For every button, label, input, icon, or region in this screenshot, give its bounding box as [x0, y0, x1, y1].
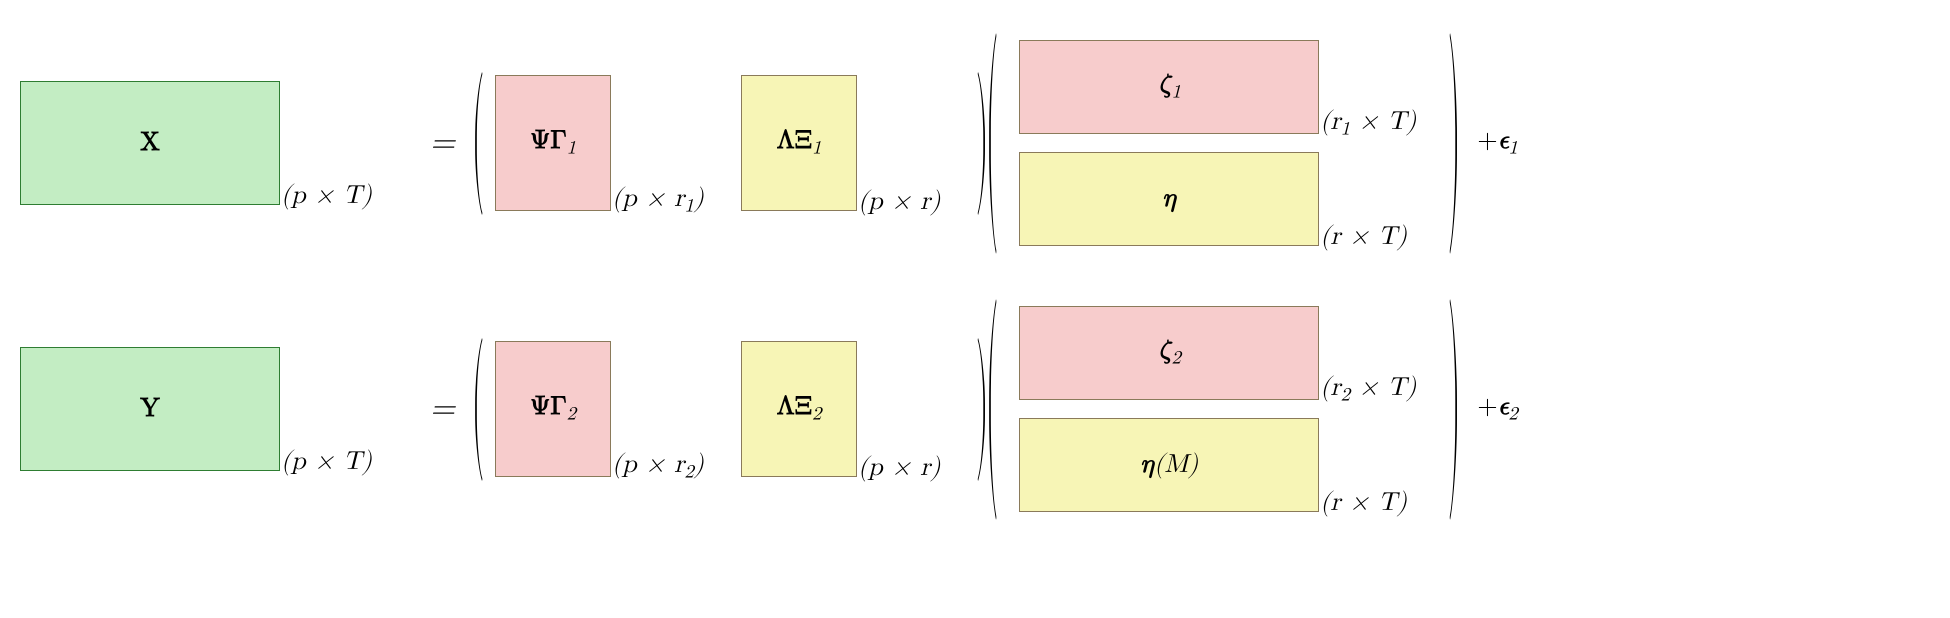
dim-zeta1: (r1 × T)	[1320, 107, 1416, 141]
dim-PsiGamma2: (p × r2)	[612, 450, 704, 484]
block-etaM: η(M) (r × T)	[1019, 418, 1319, 512]
lparen-1b: (	[986, 11, 998, 275]
dim-zeta2: (r2 × T)	[1320, 373, 1416, 407]
block-zeta1: ζ1 (r1 × T)	[1019, 40, 1319, 134]
label-LambdaXi1: ΛΞ1	[777, 126, 822, 160]
block-LambdaXi1: ΛΞ1 (p × r)	[741, 75, 857, 211]
label-eta1: η	[1162, 184, 1176, 215]
lhs-block-X: X (p × T)	[20, 81, 280, 205]
rparen-2b: )	[1448, 277, 1460, 541]
block-PsiGamma1: ΨΓ1 (p × r1)	[495, 75, 611, 211]
equals-sign-2: =	[430, 390, 455, 428]
lhs-label-Y: Y	[140, 394, 160, 425]
stack-1: ζ1 (r1 × T) η (r × T)	[1019, 40, 1319, 246]
label-etaM: η(M)	[1140, 450, 1198, 481]
dim-etaM: (r × T)	[1320, 488, 1407, 519]
tail-1: +ϵ1	[1477, 126, 1517, 160]
dim-eta1: (r × T)	[1320, 222, 1407, 253]
lhs-block-Y: Y (p × T)	[20, 347, 280, 471]
equation-2: Y (p × T) = ( ΨΓ2 (p × r2) ΛΞ2 (p × r) )…	[20, 306, 1930, 512]
equation-1: X (p × T) = ( ΨΓ1 (p × r1) ΛΞ1 (p × r) )…	[20, 40, 1930, 246]
label-PsiGamma2: ΨΓ2	[530, 392, 576, 426]
block-PsiGamma2: ΨΓ2 (p × r2)	[495, 341, 611, 477]
dim-PsiGamma1: (p × r1)	[612, 184, 704, 218]
block-zeta2: ζ2 (r2 × T)	[1019, 306, 1319, 400]
stack-2: ζ2 (r2 × T) η(M) (r × T)	[1019, 306, 1319, 512]
dim-LambdaXi2: (p × r)	[858, 453, 940, 484]
dim-LambdaXi1: (p × r)	[858, 187, 940, 218]
label-zeta1: ζ1	[1158, 70, 1181, 104]
label-PsiGamma1: ΨΓ1	[530, 126, 576, 160]
block-LambdaXi2: ΛΞ2 (p × r)	[741, 341, 857, 477]
equals-sign: =	[430, 124, 455, 162]
lhs-dim: (p × T)	[281, 181, 372, 212]
tail-2: +ϵ2	[1477, 392, 1517, 426]
lhs-dim-Y: (p × T)	[281, 447, 372, 478]
label-LambdaXi2: ΛΞ2	[777, 392, 822, 426]
lparen-2b: (	[986, 277, 998, 541]
block-eta1: η (r × T)	[1019, 152, 1319, 246]
label-zeta2: ζ2	[1158, 336, 1181, 370]
lhs-label: X	[140, 128, 160, 159]
lparen-2a: (	[472, 324, 484, 495]
rparen-1b: )	[1448, 11, 1460, 275]
lparen-1a: (	[472, 58, 484, 229]
